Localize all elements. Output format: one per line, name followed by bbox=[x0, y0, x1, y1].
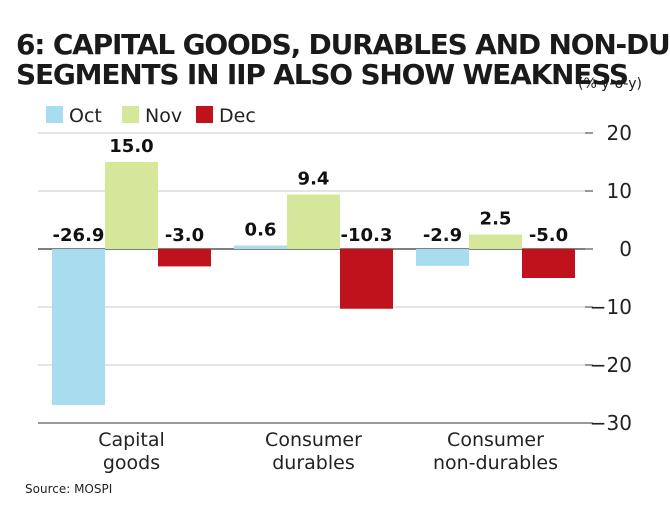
data-label: 15.0 bbox=[109, 136, 153, 157]
chart-title-line2: SEGMENTS IN IIP ALSO SHOW WEAKNESS bbox=[16, 58, 628, 91]
y-axis: 20 10 0 −10 −20 −30 bbox=[585, 121, 632, 435]
bar-dec bbox=[340, 249, 393, 309]
chart-title-line1: 6: CAPITAL GOODS, DURABLES AND NON-DURAB… bbox=[16, 28, 670, 61]
data-labels: -26.9 0.6 -2.9 15.0 9.4 2.5 -3.0 -10.3 -5.0 bbox=[53, 136, 569, 246]
category-label: Capital bbox=[98, 429, 165, 451]
unit-label: (% y-o-y) bbox=[578, 76, 642, 92]
data-label: -5.0 bbox=[529, 225, 568, 246]
legend-swatch-nov bbox=[122, 106, 139, 123]
data-label: 9.4 bbox=[298, 168, 330, 189]
data-label: 0.6 bbox=[245, 220, 277, 241]
legend-label-dec: Dec bbox=[219, 105, 256, 127]
bar-oct bbox=[234, 245, 287, 249]
bar-dec bbox=[522, 249, 575, 278]
data-label: -2.9 bbox=[423, 225, 462, 246]
data-label: -26.9 bbox=[53, 225, 105, 246]
legend-swatch-oct bbox=[46, 106, 63, 123]
bar-nov bbox=[287, 194, 340, 249]
category-label: durables bbox=[272, 452, 355, 474]
data-label: -10.3 bbox=[341, 225, 393, 246]
bar-nov bbox=[105, 162, 158, 249]
bars bbox=[52, 162, 575, 406]
y-tick-label: −20 bbox=[590, 353, 632, 377]
bar-nov bbox=[469, 234, 522, 249]
legend-swatch-dec bbox=[196, 106, 213, 123]
data-label: -3.0 bbox=[165, 225, 204, 246]
y-tick-label: 0 bbox=[619, 237, 632, 261]
category-label: goods bbox=[103, 452, 160, 474]
bar-oct bbox=[416, 249, 469, 266]
y-tick-label: 10 bbox=[607, 179, 632, 203]
legend-label-oct: Oct bbox=[69, 105, 102, 127]
bar-dec bbox=[158, 249, 211, 267]
legend-label-nov: Nov bbox=[145, 105, 182, 127]
y-tick-label: 20 bbox=[607, 121, 632, 145]
y-tick-label: −10 bbox=[590, 295, 632, 319]
bar-oct bbox=[52, 249, 105, 406]
category-label: Consumer bbox=[265, 429, 362, 451]
legend: Oct Nov Dec bbox=[46, 105, 256, 127]
y-tick-label: −30 bbox=[590, 411, 632, 435]
data-label: 2.5 bbox=[480, 209, 512, 230]
category-labels: CapitalgoodsConsumerdurablesConsumernon-… bbox=[98, 429, 558, 474]
category-label: Consumer bbox=[447, 429, 544, 451]
source-note: Source: MOSPI bbox=[25, 482, 112, 496]
category-label: non-durables bbox=[433, 452, 558, 474]
